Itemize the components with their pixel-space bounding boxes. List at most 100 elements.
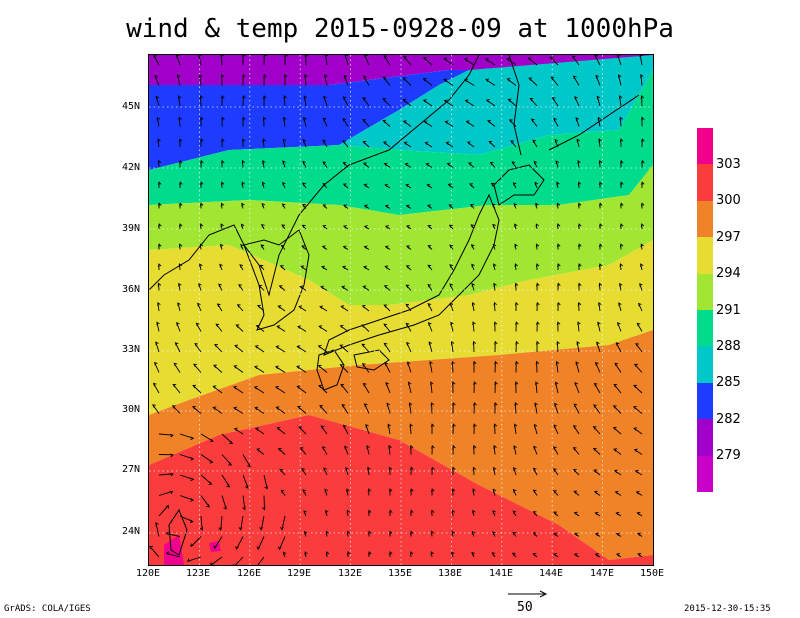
wind-arrow — [383, 162, 391, 168]
wind-arrow — [427, 264, 433, 271]
wind-arrow — [557, 282, 561, 291]
colorbar — [697, 128, 713, 492]
wind-arrow — [449, 244, 454, 250]
wind-arrow — [339, 364, 349, 373]
wind-arrow — [578, 223, 582, 230]
colorbar-label: 291 — [716, 303, 741, 318]
wind-arrow — [386, 402, 391, 414]
wind-arrow — [535, 202, 539, 209]
wind-arrow — [341, 404, 349, 414]
wind-arrow — [342, 183, 349, 189]
wind-arrow — [577, 301, 582, 312]
wind-arrow — [620, 181, 624, 189]
wind-arrow — [363, 75, 370, 86]
lon-label: 141E — [488, 568, 514, 579]
colorbar-segment — [697, 273, 713, 310]
wind-arrow — [200, 454, 214, 464]
wind-arrow — [346, 488, 350, 496]
wind-arrow — [321, 265, 328, 271]
wind-arrow — [430, 551, 434, 558]
wind-arrow — [615, 342, 622, 353]
reference-vector-label: 50 — [517, 600, 533, 615]
wind-arrow — [179, 454, 195, 461]
wind-arrow — [451, 360, 455, 373]
wind-arrow — [405, 204, 412, 209]
wind-arrow — [382, 141, 391, 148]
wind-arrow — [256, 304, 265, 312]
wind-arrow — [405, 322, 412, 332]
wind-arrow — [535, 243, 540, 250]
wind-arrow — [532, 511, 538, 517]
wind-arrow — [446, 162, 454, 168]
wind-arrow — [157, 181, 162, 189]
wind-arrow — [450, 321, 454, 332]
wind-arrow — [302, 138, 307, 148]
wind-arrow — [619, 263, 624, 271]
wind-arrow — [515, 321, 519, 332]
wind-arrow — [552, 490, 559, 496]
wind-arrow — [535, 360, 540, 373]
wind-arrow — [576, 138, 581, 148]
wind-arrow — [535, 223, 539, 230]
wind-arrow — [363, 183, 370, 189]
wind-arrow — [532, 467, 538, 476]
wind-arrow — [200, 159, 204, 168]
colorbar-segment — [697, 419, 713, 456]
wind-arrow — [506, 57, 517, 66]
wind-arrow — [424, 141, 433, 148]
wind-arrow — [578, 263, 582, 271]
wind-arrow — [472, 444, 477, 455]
wind-arrow — [304, 55, 309, 66]
wind-arrow — [444, 120, 454, 127]
wind-arrow — [274, 365, 286, 373]
wind-arrow — [342, 118, 349, 127]
wind-arrow — [384, 245, 391, 250]
wind-arrow — [198, 55, 202, 66]
wind-arrow — [512, 531, 517, 537]
reference-vector — [508, 590, 548, 598]
wind-arrow — [275, 406, 286, 414]
wind-arrow — [452, 444, 456, 455]
wind-arrow — [283, 95, 287, 107]
wind-arrow — [343, 204, 349, 209]
wind-arrow — [612, 405, 622, 414]
wind-arrow — [618, 302, 622, 312]
wind-arrow — [493, 301, 498, 312]
wind-arrow — [280, 489, 286, 496]
wind-arrow — [592, 447, 601, 455]
wind-arrow — [149, 545, 160, 558]
wind-arrow — [178, 223, 183, 230]
wind-arrow — [323, 467, 328, 476]
wind-arrow — [239, 264, 244, 271]
wind-arrow — [493, 282, 497, 291]
wind-arrow — [551, 96, 559, 107]
wind-arrow — [536, 282, 540, 291]
wind-arrow — [553, 117, 559, 127]
wind-arrow — [320, 285, 328, 291]
wind-arrow — [261, 495, 266, 511]
wind-arrow — [304, 530, 308, 537]
wind-arrow — [213, 536, 223, 550]
wind-arrow — [555, 360, 560, 373]
wind-arrow — [364, 403, 370, 414]
lat-label: 39N — [121, 223, 140, 234]
wind-arrow — [365, 423, 370, 435]
wind-arrow — [156, 321, 160, 332]
wind-arrow — [220, 243, 224, 250]
wind-arrow — [158, 433, 174, 438]
wind-arrow — [301, 468, 307, 476]
wind-arrow — [429, 360, 433, 373]
wind-arrow — [533, 423, 538, 435]
wind-arrow — [557, 301, 561, 312]
graticule — [149, 55, 653, 565]
wind-arrow — [154, 361, 160, 373]
wind-arrow — [384, 204, 391, 209]
wind-arrow — [220, 181, 225, 189]
wind-arrow — [514, 223, 518, 230]
wind-arrow — [165, 531, 181, 537]
wind-arrow — [179, 159, 183, 168]
coastlines — [149, 55, 640, 556]
wind-arrow — [593, 490, 601, 496]
wind-arrow — [530, 118, 538, 127]
colorbar-label: 297 — [716, 230, 741, 245]
